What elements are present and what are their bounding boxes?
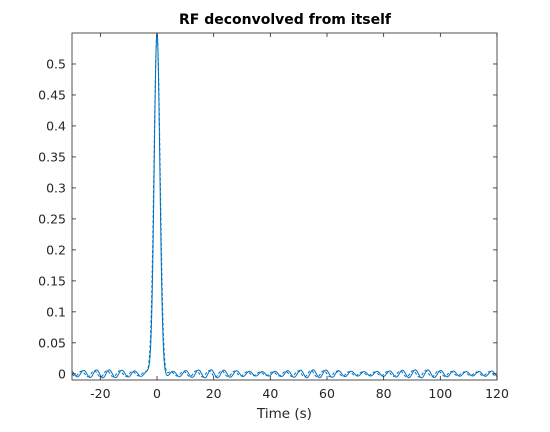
y-tick-label: 0.3 [46, 180, 66, 195]
x-axis-label: Time (s) [256, 406, 312, 422]
y-tick-label: 0.1 [46, 304, 66, 319]
y-tick-label: 0.2 [46, 242, 66, 257]
y-tick-label: 0.5 [46, 56, 66, 71]
x-tick-label: 100 [428, 386, 452, 401]
x-tick-label: 0 [153, 386, 161, 401]
y-tick-label: 0.35 [38, 149, 66, 164]
x-tick-label: 60 [319, 386, 335, 401]
y-tick-label: 0.45 [38, 87, 66, 102]
plot-area [72, 33, 497, 380]
y-tick-label: 0.05 [38, 335, 66, 350]
x-tick-label: 80 [376, 386, 392, 401]
y-tick-label: 0.4 [46, 118, 66, 133]
x-tick-label: 40 [262, 386, 278, 401]
x-tick-label: 120 [485, 386, 509, 401]
chart-title: RF deconvolved from itself [179, 12, 392, 28]
x-tick-label: -20 [90, 386, 110, 401]
y-tick-label: 0.15 [38, 273, 66, 288]
y-tick-label: 0.25 [38, 211, 66, 226]
x-tick-label: 20 [206, 386, 222, 401]
y-tick-label: 0 [58, 366, 66, 381]
